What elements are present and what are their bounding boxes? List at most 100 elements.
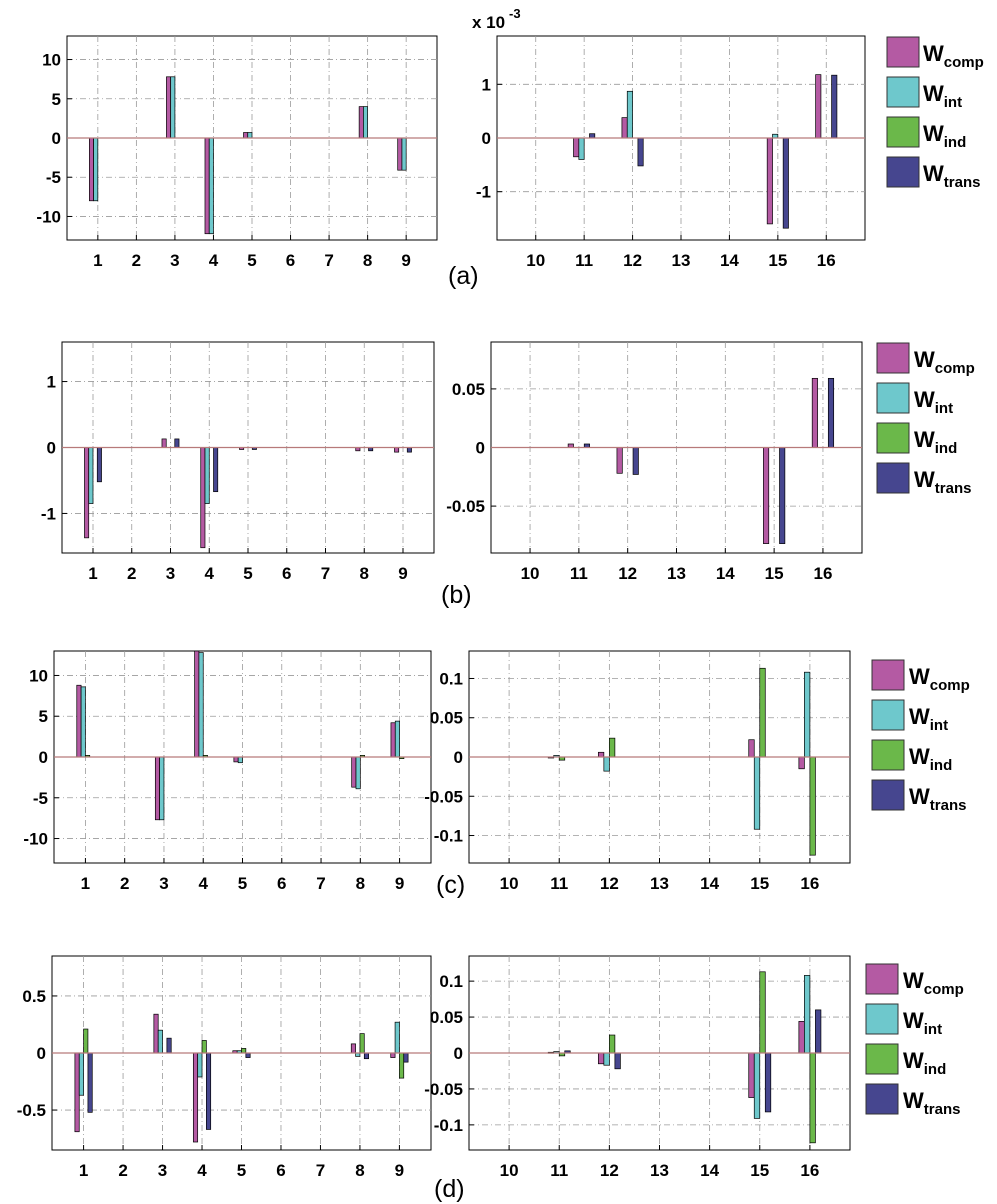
- y-tick-label: 0: [454, 748, 463, 767]
- bar-wcomp-8: [358, 106, 364, 139]
- bar-wcomp-16: [798, 756, 805, 770]
- bar-wint-12: [626, 90, 633, 139]
- bar-wcomp-8: [351, 756, 357, 788]
- chart-c-left: -10 -5 0 5 10 1 2 3 4 5 6 7 8 9: [23, 650, 432, 893]
- legend-a-swatch-comp: [886, 36, 920, 68]
- x-tick-label: 5: [247, 251, 256, 270]
- bar-wcomp-15: [748, 739, 755, 758]
- bar-wint-15: [753, 1052, 761, 1119]
- bar-wind-16: [809, 756, 816, 856]
- x-tick-label: 12: [623, 251, 642, 270]
- legend-b-label-ind: Wind: [914, 427, 957, 457]
- bar-wcomp-5: [233, 756, 239, 763]
- bar-wind-15: [759, 971, 766, 1054]
- bar-wint-4: [197, 1052, 203, 1078]
- y-tick-label: -10: [36, 207, 61, 226]
- bar-wcomp-1: [89, 137, 94, 202]
- bar-wcomp-4: [200, 447, 206, 549]
- y-tick-label: -1: [41, 504, 56, 523]
- y-tick-label: -1: [476, 183, 491, 202]
- bar-wtrans-1: [87, 1052, 93, 1113]
- x-tick-label: 15: [765, 564, 784, 583]
- legend-c-label-int: Wint: [909, 704, 948, 734]
- legend-c-swatch-int: [871, 699, 905, 731]
- bar-wtrans-16: [815, 1009, 822, 1054]
- bar-wcomp-9: [397, 137, 403, 171]
- legend-d-swatch-ind: [865, 1043, 899, 1075]
- bar-wtrans-15: [779, 447, 786, 544]
- legend-d-label-comp: Wcomp: [903, 968, 964, 998]
- x-tick-label: 5: [237, 1161, 246, 1180]
- x-tick-label: 4: [209, 251, 219, 270]
- x-tick-label: 16: [800, 874, 819, 893]
- bar-wtrans-9: [406, 447, 412, 453]
- chart-d-left: -0.5 0 0.5 1 2 3 4 5 6 7 8 9: [17, 955, 432, 1180]
- x-tick-label: 1: [88, 564, 97, 583]
- y-tick-label: -5: [46, 168, 61, 187]
- bar-wint-1: [88, 447, 94, 504]
- x-tick-label: 15: [750, 1161, 769, 1180]
- legend-d-swatch-comp: [865, 963, 899, 995]
- bar-wcomp-9: [390, 722, 396, 758]
- legend-d-label-ind: Wind: [903, 1048, 946, 1078]
- x-tick-label: 3: [159, 874, 168, 893]
- bar-wcomp-4: [192, 1052, 199, 1143]
- bar-wcomp-12: [597, 1052, 605, 1065]
- bar-wind-9: [399, 1052, 405, 1079]
- x-tick-label: 6: [277, 874, 286, 893]
- chart-a-right: -1 0 1 10 11 12 13 14 15 16: [476, 35, 866, 270]
- y-tick-label: 0: [47, 439, 56, 458]
- bar-wcomp-3: [161, 438, 167, 448]
- x-tick-label: 1: [81, 874, 90, 893]
- bar-wind-5: [241, 1048, 247, 1054]
- y-tick-label: -0.05: [424, 1080, 463, 1099]
- x-tick-label: 12: [618, 564, 637, 583]
- y-tick-label: -0.05: [446, 497, 485, 516]
- x-tick-label: 4: [198, 874, 208, 893]
- bar-wtrans-5: [245, 1052, 251, 1058]
- bar-wint-5: [237, 756, 243, 764]
- chart-c-right: -0.1 -0.05 0 0.05 0.1 10 11 12 13 14 15 16: [424, 650, 851, 893]
- legend-b-label-int: Wint: [914, 387, 953, 417]
- y-tick-label: -0.1: [434, 1116, 463, 1135]
- x-tick-label: 14: [700, 1161, 719, 1180]
- chart-b-left: -1 0 1 1 2 3 4 5 6 7 8 9: [41, 341, 435, 583]
- bar-wtrans-1: [96, 447, 102, 483]
- bar-wcomp-3: [166, 76, 172, 139]
- bar-wind-4: [201, 1040, 207, 1054]
- scale-label: x 10: [472, 13, 505, 32]
- x-tick-label: 15: [768, 251, 787, 270]
- legend-b-label-comp: Wcomp: [914, 347, 975, 377]
- legend-a-swatch-ind: [886, 116, 920, 148]
- bar-wtrans-16: [827, 377, 835, 448]
- bar-wind-15: [759, 667, 766, 758]
- y-tick-label: -5: [33, 789, 48, 808]
- bar-wint-4: [208, 137, 214, 235]
- legend-d: Wcomp Wint Wind Wtrans: [865, 963, 964, 1118]
- x-tick-label: 7: [321, 564, 330, 583]
- legend-a-label-ind: Wind: [923, 121, 966, 151]
- bar-wcomp-4: [204, 137, 210, 235]
- x-tick-label: 3: [166, 564, 175, 583]
- x-tick-label: 2: [127, 564, 136, 583]
- bar-wint-12: [603, 756, 610, 772]
- panel-label-d: (d): [434, 1175, 465, 1203]
- bar-wtrans-4: [206, 1052, 212, 1130]
- panel-label-a: (a): [448, 262, 479, 290]
- bar-wind-12: [609, 737, 616, 758]
- x-tick-label: 13: [667, 564, 686, 583]
- bar-wint-11: [578, 137, 585, 160]
- x-tick-label: 8: [355, 1161, 364, 1180]
- bar-wcomp-12: [616, 447, 623, 474]
- legend-d-swatch-int: [865, 1003, 899, 1035]
- x-tick-label: 11: [550, 874, 568, 893]
- x-tick-label: 10: [521, 564, 540, 583]
- x-tick-label: 9: [395, 1161, 404, 1180]
- x-tick-label: 2: [120, 874, 129, 893]
- bar-wint-16: [804, 671, 811, 758]
- x-tick-label: 3: [170, 251, 179, 270]
- x-tick-label: 7: [316, 1161, 325, 1180]
- chart-d-right: -0.1 -0.05 0 0.05 0.1 10 11 12 13 14 15 16: [424, 955, 851, 1180]
- x-tick-label: 10: [500, 1161, 519, 1180]
- y-tick-label: 10: [42, 51, 61, 70]
